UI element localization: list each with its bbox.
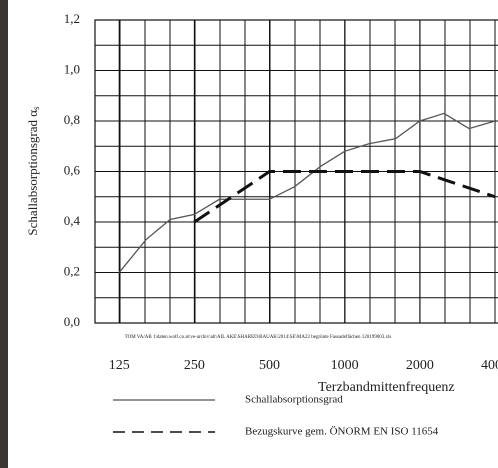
x-tick-label: 2000 [406,358,434,373]
y-tick-label: 0,6 [64,162,81,177]
y-tick-label: 1,2 [64,11,80,26]
y-axis-title-text: Schallabsorptionsgrad α [25,110,40,236]
x-tick-label: 250 [184,358,205,373]
chart: Schallabsorptionsgrad αs TOM VA/AB 1\dat… [0,0,498,468]
x-tick-label: 500 [259,358,280,373]
y-tick-label: 0,2 [64,263,80,278]
legend: Schallabsorptionsgrad Bezugskurve gem. ÖN… [113,394,439,438]
y-tick-label: 0,4 [64,213,81,228]
y-tick-label: 1,0 [64,61,80,76]
y-axis-title-sub: s [31,106,41,110]
footnote: TOM VA/AB 1\daten.wolf.co.at\ve-archiv\a… [125,335,392,340]
legend-label: Schallabsorptionsgrad [245,394,343,406]
x-tick-label: 125 [109,358,130,373]
x-tick-label: 4000 [481,358,498,373]
legend-label: Bezugskurve gem. ÖNORM EN ISO 11654 [245,426,439,438]
y-axis-title: Schallabsorptionsgrad αs [25,106,41,236]
y-tick-label: 0,8 [64,112,80,127]
x-tick-label: 1000 [331,358,359,373]
series-line [119,113,495,272]
photo-edge [0,0,8,468]
y-tick-label: 0,0 [64,314,80,329]
